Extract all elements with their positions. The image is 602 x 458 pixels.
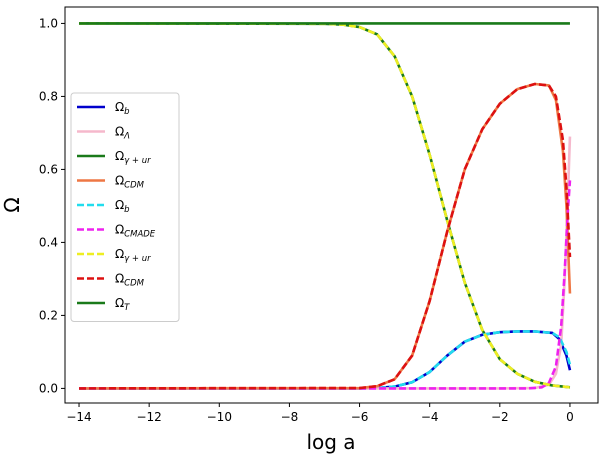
legend-label-main: Ω	[115, 198, 124, 212]
legend-label-sub: b	[124, 205, 129, 215]
legend-label-sub: CDM	[124, 279, 144, 289]
x-tick-label: −2	[491, 410, 509, 424]
x-axis-title: log a	[306, 430, 355, 454]
legend-label-sub: T	[124, 303, 130, 313]
series-layer	[79, 22, 572, 390]
x-tick-label: −6	[351, 410, 369, 424]
legend-label-0: Ωb	[115, 100, 130, 117]
legend-label-main: Ω	[115, 247, 124, 261]
y-tick-label: 0.0	[39, 381, 58, 395]
legend-label-main: Ω	[115, 272, 124, 286]
legend-label-3: ΩCDM	[115, 174, 145, 191]
x-tick-label: 0	[566, 410, 574, 424]
legend-label-8: ΩT	[115, 296, 130, 313]
legend-label-sub: Λ	[123, 132, 130, 142]
legend-label-sub: CDM	[124, 181, 144, 191]
series-line-5	[79, 180, 572, 390]
legend-label-sub: γ + ur	[124, 254, 151, 264]
y-tick-label: 0.6	[39, 162, 58, 176]
series-line-7	[79, 82, 572, 390]
legend-label-main: Ω	[115, 125, 124, 139]
plot-frame	[64, 6, 599, 404]
x-tick-label: −4	[421, 410, 439, 424]
x-axis: −14 −12 −10 −8 −6 −4 −2 0	[66, 403, 574, 424]
legend-label-6: Ωγ + ur	[115, 247, 151, 264]
legend-label-main: Ω	[115, 296, 124, 310]
legend-label-1: ΩΛ	[115, 125, 130, 142]
legend-label-7: ΩCDM	[115, 272, 145, 289]
legend-label-2: Ωγ + ur	[115, 149, 151, 166]
y-axis: 0.0 0.2 0.4 0.6 0.8 1.0	[39, 16, 65, 395]
legend-label-main: Ω	[115, 223, 124, 237]
legend-label-5: ΩCMADE	[115, 223, 156, 240]
legend-box	[70, 92, 180, 322]
x-tick-label: −10	[207, 410, 232, 424]
y-axis-title: Ω	[0, 197, 24, 212]
y-tick-label: 0.8	[39, 89, 58, 103]
x-tick-label: −8	[281, 410, 299, 424]
legend-label-main: Ω	[115, 100, 124, 114]
x-tick-label: −14	[66, 410, 91, 424]
legend-label-sub: b	[124, 107, 129, 117]
y-tick-label: 0.4	[39, 235, 58, 249]
y-tick-label: 0.2	[39, 308, 58, 322]
legend-label-main: Ω	[115, 174, 124, 188]
legend-label-sub: CMADE	[124, 230, 156, 240]
x-tick-label: −12	[136, 410, 161, 424]
legend-label-main: Ω	[115, 149, 124, 163]
series-line-6	[79, 22, 571, 389]
legend-label-4: Ωb	[115, 198, 130, 215]
y-tick-label: 1.0	[39, 16, 58, 30]
legend-label-sub: γ + ur	[124, 156, 151, 166]
